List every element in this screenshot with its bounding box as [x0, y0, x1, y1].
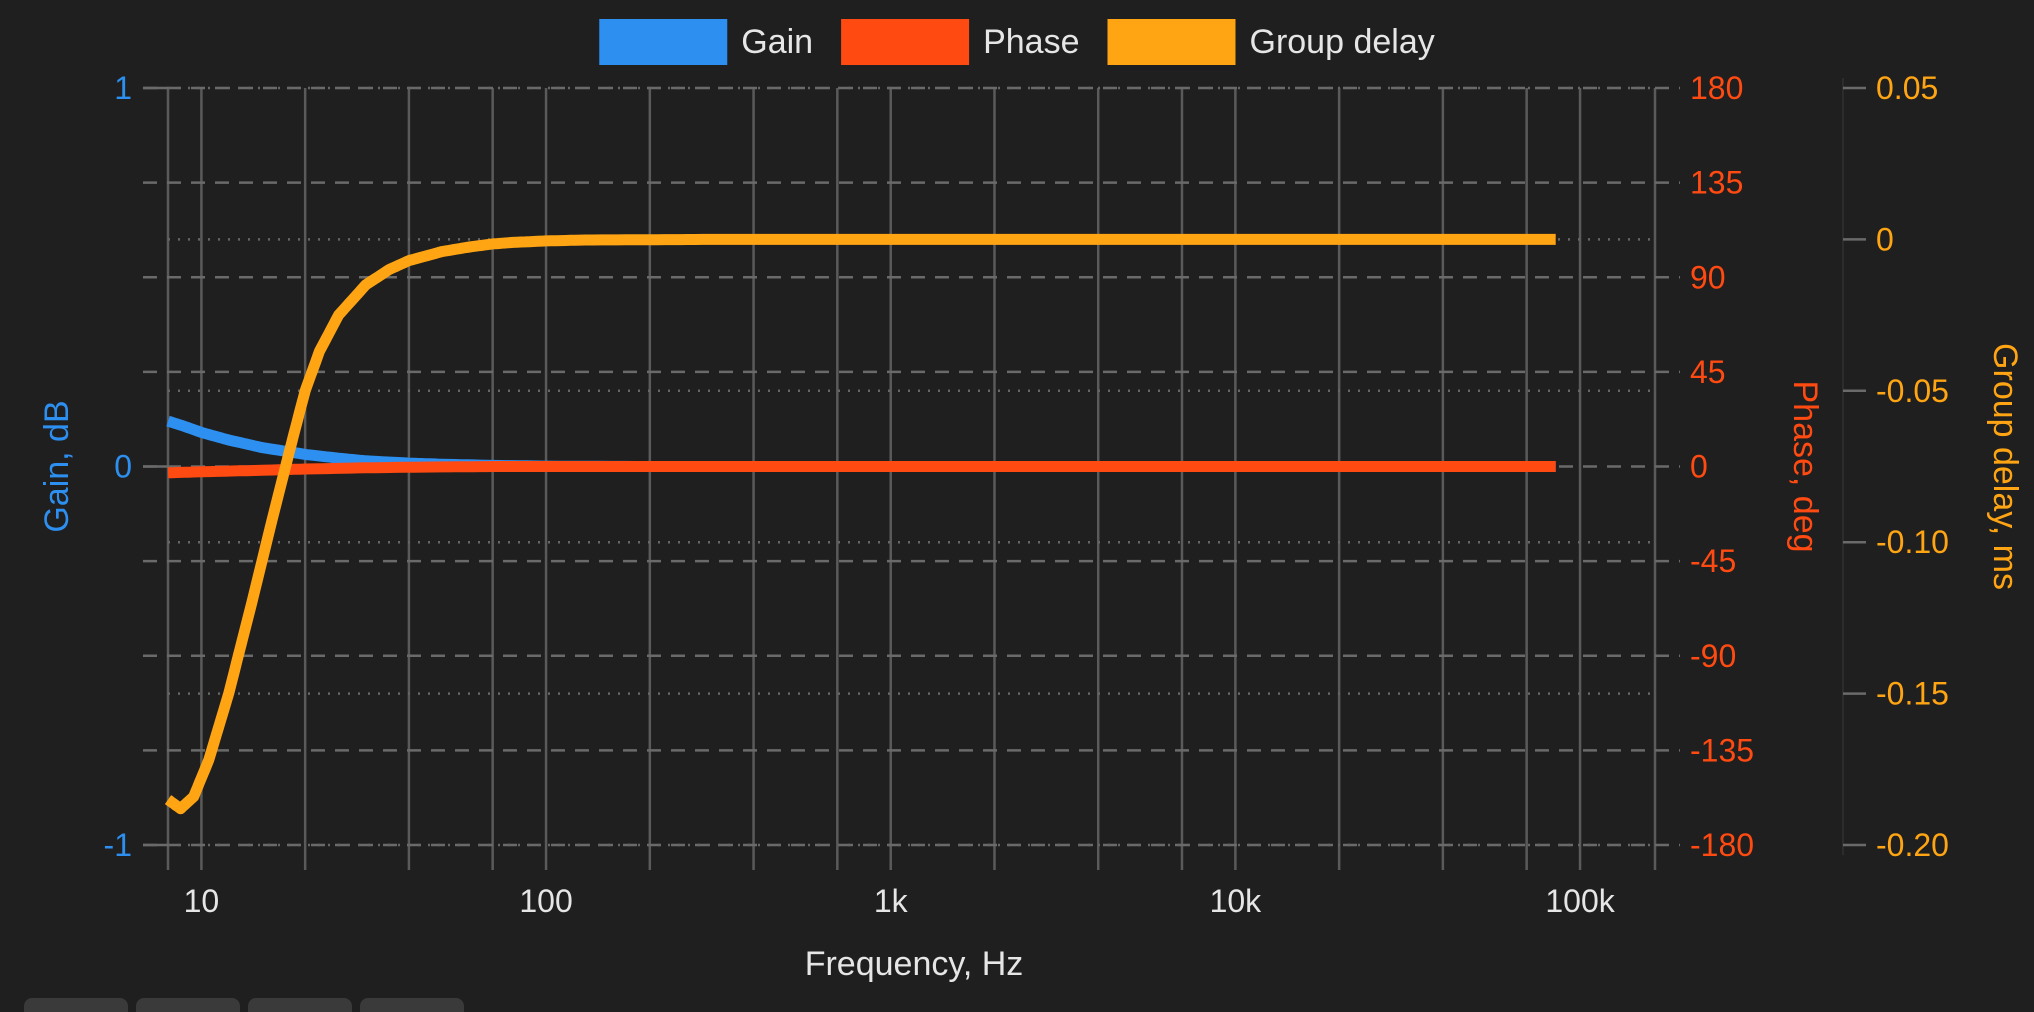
group-delay-axis-title: Group delay, ms: [1986, 343, 2024, 590]
phase-tick-label: -135: [1690, 732, 1754, 768]
bottom-tab-strip: [24, 998, 464, 1012]
tab[interactable]: [24, 998, 128, 1012]
x-tick-label: 10k: [1210, 883, 1263, 919]
phase-tick-label: 135: [1690, 165, 1743, 201]
phase-tick-label: 45: [1690, 354, 1726, 390]
phase-tick-label: -45: [1690, 543, 1736, 579]
group-delay-tick-label: -0.20: [1876, 827, 1949, 863]
x-tick-label: 1k: [874, 883, 909, 919]
legend-swatch-gain[interactable]: [599, 19, 728, 65]
tab[interactable]: [136, 998, 240, 1012]
x-tick-label: 100k: [1545, 883, 1615, 919]
group-delay-tick-label: -0.10: [1876, 524, 1949, 560]
gain-tick-label: -1: [104, 827, 132, 863]
series-line-gain[interactable]: [164, 415, 1556, 472]
legend-swatch-phase[interactable]: [841, 19, 970, 65]
series-layer: [164, 233, 1556, 815]
legend-label-group-delay[interactable]: Group delay: [1250, 23, 1435, 61]
group-delay-tick-label: -0.15: [1876, 676, 1949, 712]
gain-axis-title: Gain, dB: [38, 400, 76, 532]
group-delay-tick-label: 0.05: [1876, 70, 1938, 106]
phase-tick-label: 90: [1690, 259, 1726, 295]
phase-tick-label: 0: [1690, 449, 1708, 485]
gain-tick-label: 1: [114, 70, 132, 106]
group-delay-tick-label: -0.05: [1876, 373, 1949, 409]
legend-label-gain[interactable]: Gain: [741, 23, 813, 61]
group-delay-tick-label: 0: [1876, 221, 1894, 257]
phase-tick-label: -180: [1690, 827, 1754, 863]
legend-swatch-group-delay[interactable]: [1107, 19, 1236, 65]
phase-tick-label: 180: [1690, 70, 1743, 106]
x-axis-title: Frequency, Hz: [805, 945, 1024, 983]
grid: [143, 86, 1680, 870]
x-tick-label: 10: [184, 883, 220, 919]
phase-tick-label: -90: [1690, 638, 1736, 674]
x-tick-label: 100: [519, 883, 572, 919]
tab[interactable]: [248, 998, 352, 1012]
phase-axis-title: Phase, deg: [1786, 380, 1824, 552]
legend[interactable]: Gain Phase Group delay: [599, 19, 1435, 65]
series-line-phase[interactable]: [166, 461, 1556, 479]
tab[interactable]: [360, 998, 464, 1012]
series-line-group-delay[interactable]: [164, 233, 1556, 815]
gain-tick-label: 0: [114, 449, 132, 485]
legend-label-phase[interactable]: Phase: [983, 23, 1079, 61]
